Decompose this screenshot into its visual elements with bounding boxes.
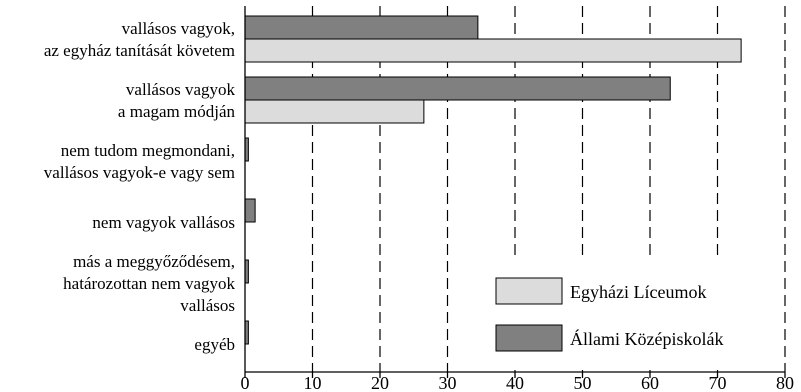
- category-label-2: nem tudom megmondani, vallásos vagyok-e v…: [44, 141, 235, 182]
- category-label-0: vallásos vagyok, az egyház tanítását köve…: [44, 19, 235, 60]
- category-label-line: vallásos vagyok,: [122, 19, 235, 38]
- bar-allami-3: [244, 198, 256, 223]
- x-tick-label-60: 60: [641, 373, 659, 392]
- x-tick-label-50: 50: [574, 373, 592, 392]
- category-label-3: nem vagyok vallásos: [92, 213, 235, 232]
- category-label-line: nem vagyok vallásos: [92, 213, 235, 232]
- bar-allami-0: [244, 15, 479, 40]
- legend-label-1: Állami Középiskolák: [570, 328, 723, 349]
- x-tick-labels: 0 10 20 30 40 50 60 70 80: [241, 373, 795, 392]
- category-label-line: határozottan nem vagyok: [63, 274, 235, 293]
- x-tick-label-80: 80: [776, 373, 794, 392]
- axes: [244, 6, 786, 378]
- category-label-4: más a meggyőződésem, határozottan nem vag…: [63, 252, 235, 315]
- category-label-line: nem tudom megmondani,: [61, 141, 235, 160]
- category-label-line: az egyház tanítását követem: [44, 41, 235, 60]
- category-label-line: a magam módján: [118, 102, 236, 121]
- category-label-line: vallásos: [180, 296, 235, 315]
- category-label-line: vallásos vagyok: [126, 80, 236, 99]
- legend-swatch-0: [495, 277, 563, 305]
- legend-swatch-1: [495, 324, 563, 352]
- category-label-line: egyéb: [194, 335, 235, 354]
- category-label-5: egyéb: [194, 335, 235, 354]
- legend: Egyházi Líceumok Állami Középiskolák: [481, 258, 783, 370]
- x-tick-label-0: 0: [241, 373, 250, 392]
- bar-allami-1: [244, 76, 671, 101]
- bars: [244, 15, 742, 345]
- x-tick-label-10: 10: [304, 373, 322, 392]
- x-tick-label-40: 40: [506, 373, 524, 392]
- category-label-line: más a meggyőződésem,: [73, 252, 235, 271]
- bar-egyhazi-0: [244, 38, 742, 63]
- legend-box: [481, 258, 783, 370]
- bar-egyhazi-1: [244, 99, 425, 124]
- category-label-line: vallásos vagyok-e vagy sem: [44, 163, 235, 182]
- x-tick-label-70: 70: [709, 373, 727, 392]
- category-labels: vallásos vagyok, az egyház tanítását köve…: [44, 19, 236, 354]
- x-tick-label-20: 20: [371, 373, 389, 392]
- grid-lines: [311, 6, 786, 372]
- x-tick-label-30: 30: [439, 373, 457, 392]
- category-label-1: vallásos vagyok a magam módján: [118, 80, 236, 121]
- legend-label-0: Egyházi Líceumok: [570, 282, 706, 302]
